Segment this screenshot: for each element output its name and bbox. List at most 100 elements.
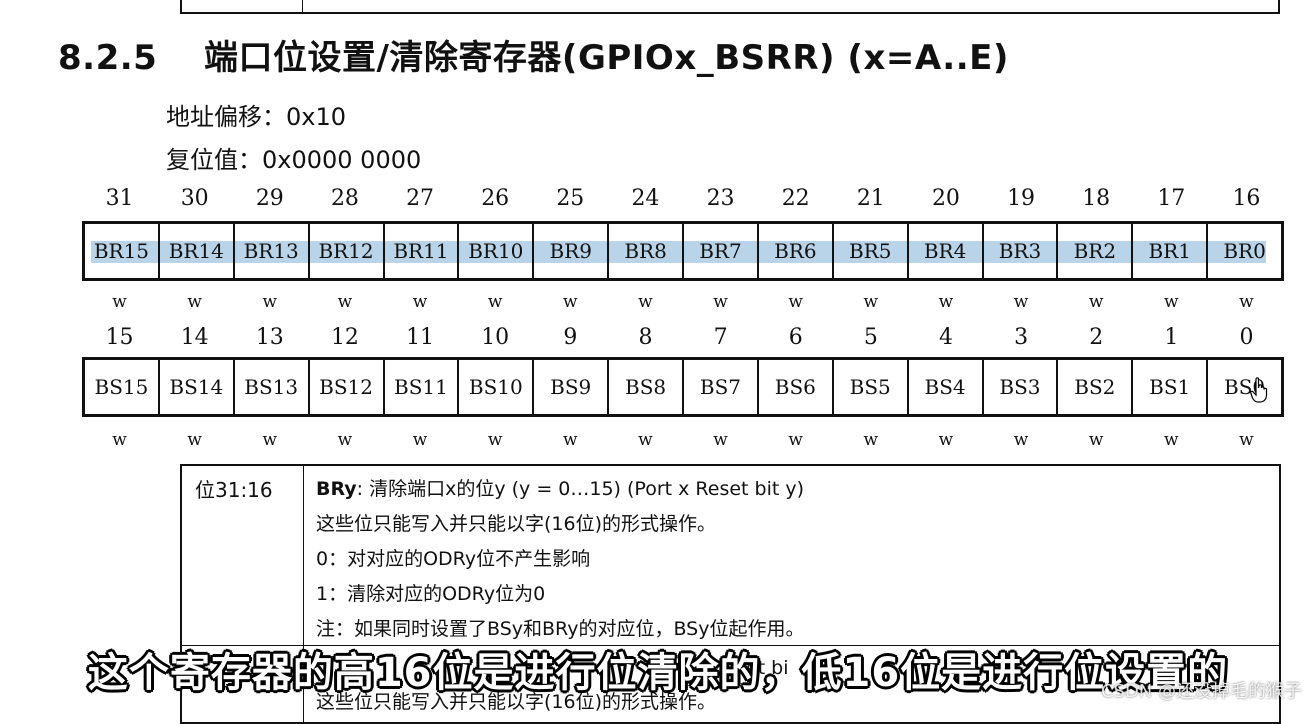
- bit-numbers-high: 31 30 29 28 27 26 25 24 23 22 21 20 19 18 17 16: [82, 186, 1284, 211]
- bit-number: 25: [556, 186, 585, 211]
- access-type: w: [112, 292, 127, 312]
- register-field: BS9: [534, 360, 610, 414]
- register-field: BS15: [85, 360, 160, 414]
- register-field: BR10: [459, 224, 535, 278]
- access-type: w: [1239, 430, 1254, 450]
- register-field: BR1: [1133, 224, 1209, 278]
- bit-number: 21: [856, 186, 885, 211]
- access-type: w: [863, 430, 879, 450]
- bit-numbers-low: 15 14 13 12 11 10 9 8 7 6 5 4 3 2 1 0: [82, 325, 1284, 350]
- next-row-partial: 这些位只能写入并只能以字(16位)的形式操作。: [316, 691, 717, 713]
- access-type: w: [638, 292, 653, 312]
- description-table-divider: [303, 466, 304, 722]
- section-heading: 8.2.5 端口位设置/清除寄存器(GPIOx_BSRR) (x=A..E): [58, 30, 1009, 79]
- access-type: w: [112, 430, 127, 450]
- register-field: BS0: [1224, 375, 1266, 399]
- bit-number: 14: [180, 325, 209, 350]
- next-row-partial-right: et bi: [746, 657, 789, 679]
- bit-number: 13: [255, 325, 284, 350]
- register-field: BR11: [385, 224, 460, 278]
- description-text: BRy: 清除端口x的位y (y = 0…15) (Port x Reset b…: [316, 472, 804, 647]
- register-field: BR12: [310, 224, 385, 278]
- register-field: BS14: [160, 360, 235, 414]
- reset-value: 复位值：0x0000 0000: [166, 146, 422, 174]
- access-type: w: [638, 430, 653, 450]
- bit-number: 11: [406, 325, 435, 350]
- bit-number: 19: [1007, 186, 1036, 211]
- register-field: BS2: [1058, 360, 1134, 414]
- access-type: w: [938, 430, 954, 450]
- register-field: BR8: [609, 224, 684, 278]
- register-field: BR2: [1058, 224, 1134, 278]
- bit-number: 29: [255, 186, 284, 211]
- bit-number: 1: [1164, 325, 1179, 350]
- access-type: w: [1239, 292, 1254, 312]
- access-type: w: [563, 430, 578, 450]
- bit-number: 8: [638, 325, 653, 350]
- bit-number: 10: [481, 325, 510, 350]
- access-type: w: [337, 292, 353, 312]
- access-type: w: [1088, 292, 1104, 312]
- bit-number: 2: [1089, 325, 1104, 350]
- register-field: BS5: [834, 360, 909, 414]
- next-row-spacer: et bi: [316, 651, 789, 685]
- previous-table-edge: [180, 0, 1280, 14]
- description-line: 这些位只能写入并只能以字(16位)的形式操作。: [316, 513, 717, 535]
- bit-number: 18: [1082, 186, 1111, 211]
- register-field: BR0: [1223, 239, 1266, 263]
- video-subtitle: 这个寄存器的高16位是进行位清除的，低16位是进行位设置的: [87, 650, 1229, 696]
- bit-number: 27: [406, 186, 435, 211]
- access-type: w: [938, 292, 954, 312]
- field-name: BRy: [316, 478, 357, 500]
- description-line: 注：如果同时设置了BSy和BRy的对应位，BSy位起作用。: [316, 618, 805, 640]
- hand-cursor-icon: [1250, 377, 1268, 403]
- access-type: w: [863, 292, 879, 312]
- access-type: w: [337, 430, 353, 450]
- bit-number: 9: [563, 325, 578, 350]
- access-type: w: [487, 430, 503, 450]
- bit-number: 31: [105, 186, 134, 211]
- bit-number: 0: [1239, 325, 1254, 350]
- bit-number: 28: [330, 186, 359, 211]
- access-type: w: [262, 292, 278, 312]
- previous-table-divider: [302, 0, 303, 12]
- field-summary: : 清除端口x的位y (y = 0…15) (Port x Reset bit …: [356, 478, 805, 500]
- access-type: w: [187, 292, 202, 312]
- register-field: BS3: [984, 360, 1059, 414]
- access-type: w: [713, 430, 728, 450]
- register-field: BR5: [834, 224, 909, 278]
- register-field: BR9: [534, 224, 610, 278]
- bits-label: 位31:16: [195, 478, 273, 502]
- register-field: BS6: [759, 360, 834, 414]
- access-type: w: [187, 430, 202, 450]
- bit-number: 22: [781, 186, 810, 211]
- access-type: w: [412, 430, 428, 450]
- access-type: w: [262, 430, 278, 450]
- access-type: w: [1088, 430, 1104, 450]
- register-field: BS13: [235, 360, 310, 414]
- bit-number: 3: [1014, 325, 1029, 350]
- next-description-row: et bi 这些位只能写入并只能以字(16位)的形式操作。: [316, 651, 789, 719]
- access-type: w: [788, 292, 803, 312]
- access-type: w: [1013, 430, 1029, 450]
- register-row-low: BS15 BS14 BS13 BS12 BS11 BS10 BS9 BS8 BS7 BS6 BS5 B…: [82, 357, 1284, 417]
- bit-number: 16: [1232, 186, 1261, 211]
- register-field: BR7: [684, 224, 759, 278]
- access-type: w: [788, 430, 803, 450]
- access-type: w: [487, 292, 503, 312]
- access-type: w: [1013, 292, 1029, 312]
- description-row-divider: [182, 645, 1279, 646]
- section-number: 8.2.5: [58, 38, 158, 78]
- access-type: w: [412, 292, 428, 312]
- register-field: BR14: [160, 224, 235, 278]
- register-field: BR6: [759, 224, 834, 278]
- access-type: w: [563, 292, 578, 312]
- access-type: w: [1164, 430, 1179, 450]
- register-field: BS11: [385, 360, 460, 414]
- register-field: BR15: [85, 224, 160, 278]
- bit-number: 24: [631, 186, 660, 211]
- description-summary: BRy: 清除端口x的位y (y = 0…15) (Port x Reset b…: [316, 472, 804, 507]
- bit-number: 17: [1157, 186, 1186, 211]
- access-type: w: [713, 292, 728, 312]
